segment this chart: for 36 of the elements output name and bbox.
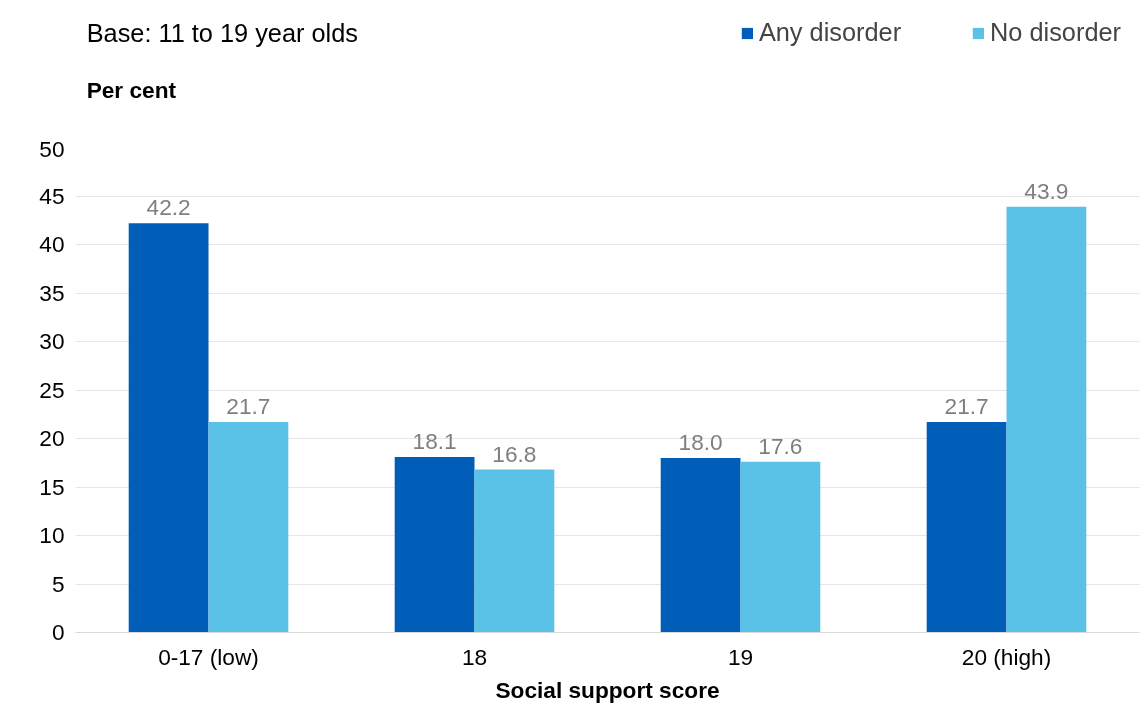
- bar: [1006, 206, 1087, 633]
- y-tick-label: 35: [39, 279, 65, 306]
- text: 43.9: [1024, 177, 1069, 204]
- x-tick-label: 19: [727, 643, 754, 670]
- bar: [208, 422, 289, 633]
- y-tick-label: 20: [39, 425, 65, 451]
- legend-label: No disorder: [990, 18, 1121, 47]
- bar: [926, 422, 1007, 633]
- y-axis-title: Per cent: [86, 76, 177, 103]
- y-tick-label: 0: [51, 619, 65, 645]
- y-tick-label: 50: [39, 135, 65, 162]
- x-tick-label: 20 (high): [961, 643, 1052, 670]
- y-tick-label: 10: [39, 522, 65, 548]
- text: 18.0: [678, 428, 723, 455]
- y-tick-label: 45: [39, 182, 65, 209]
- text: 18.1: [412, 427, 457, 454]
- y-tick-label: 5: [51, 570, 65, 597]
- bar: [128, 223, 209, 633]
- x-tick-label: 18: [461, 643, 488, 670]
- x-tick-label: 0-17 (low): [158, 643, 259, 670]
- chart-title: Base: 11 to 19 year olds: [86, 18, 358, 47]
- text: 16.8: [492, 440, 537, 467]
- bar: [740, 461, 821, 633]
- bar: [394, 456, 475, 633]
- y-tick-label: 30: [39, 328, 65, 354]
- text: 17.6: [758, 432, 803, 459]
- y-tick-label: 40: [39, 231, 65, 257]
- y-tick-label: 25: [39, 376, 65, 403]
- y-tick-label: 15: [39, 473, 65, 500]
- x-axis-title: Social support score: [495, 676, 720, 703]
- text: 21.7: [226, 393, 271, 420]
- text: 42.2: [146, 194, 191, 221]
- bar: [660, 457, 741, 633]
- text: 21.7: [944, 393, 989, 420]
- bar: [474, 469, 555, 633]
- legend-label: Any disorder: [758, 18, 902, 47]
